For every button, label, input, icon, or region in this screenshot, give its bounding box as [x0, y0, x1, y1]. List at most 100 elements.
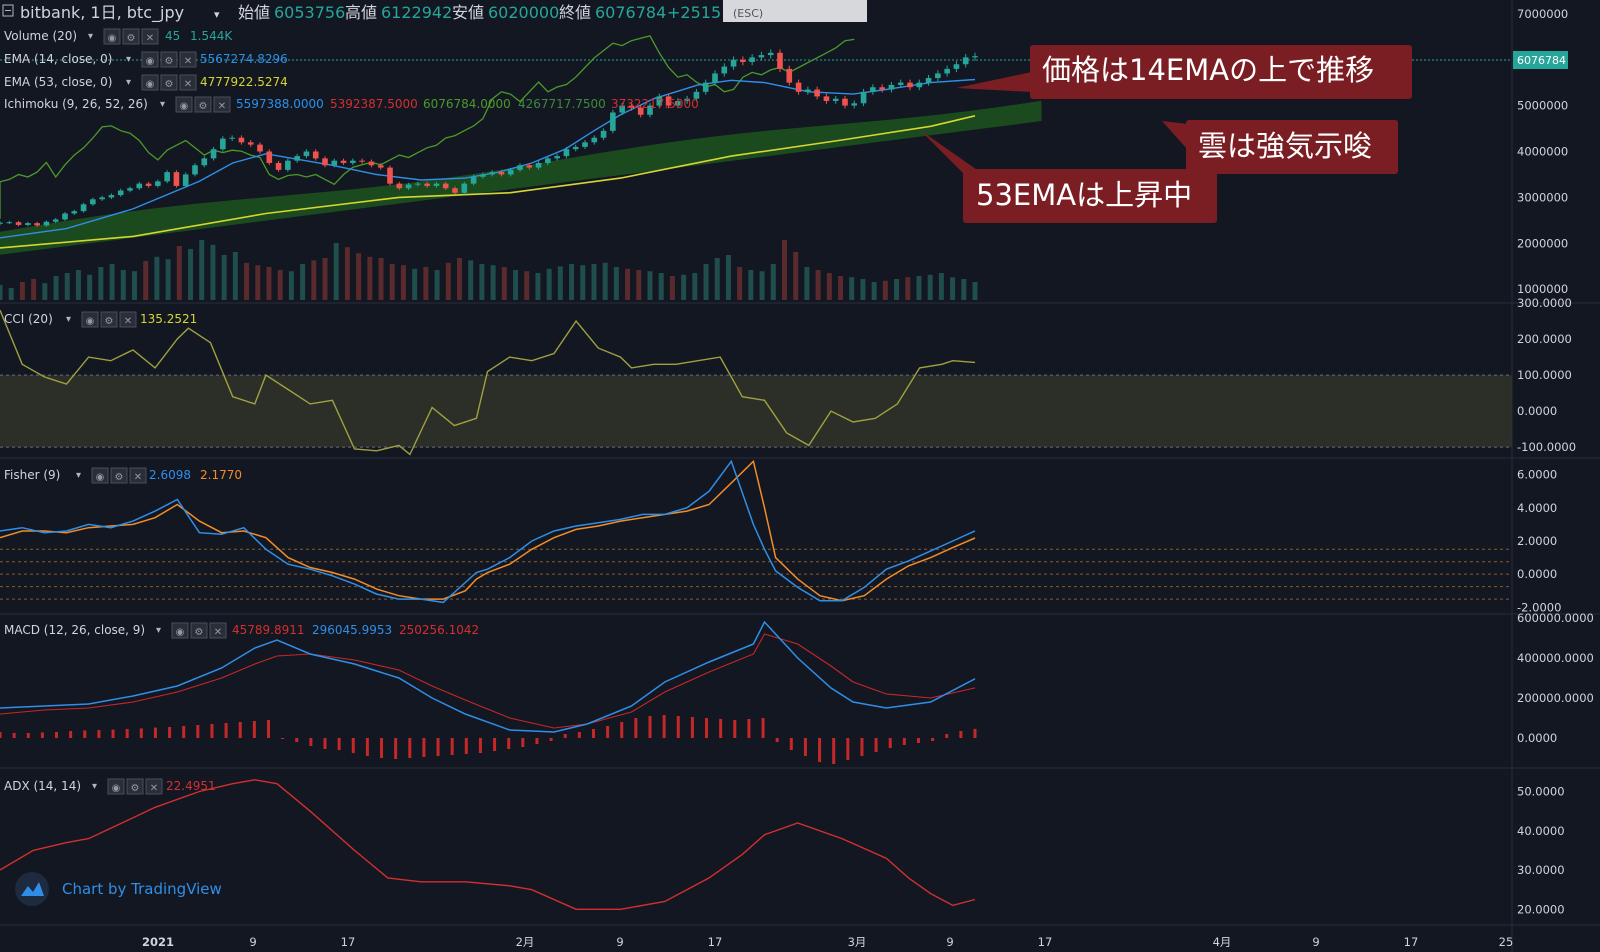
gear-icon[interactable]: [110, 467, 128, 484]
legend-dropdown-icon[interactable]: ▾: [160, 99, 165, 110]
cci-legend-name[interactable]: CCI (20): [4, 312, 53, 326]
axis-tick-label: 0.0000: [1517, 567, 1557, 581]
eye-icon[interactable]: [141, 74, 159, 91]
candle-body: [424, 183, 430, 186]
macd-histogram-bar: [450, 738, 454, 755]
volume-bars: [0, 240, 978, 300]
macd-legend-name[interactable]: MACD (12, 26, close, 9): [4, 623, 145, 637]
gear-icon[interactable]: [160, 51, 178, 68]
volume-bar: [8, 288, 14, 300]
eye-icon-glyph: ◉: [176, 627, 185, 638]
symbol-title[interactable]: bitbank, 1日, btc_jpy: [20, 3, 184, 23]
close-icon[interactable]: [179, 51, 197, 68]
volume-bar: [109, 264, 115, 300]
volume-bar: [557, 266, 563, 300]
close-icon[interactable]: [145, 778, 163, 795]
legend-dropdown-icon[interactable]: ▾: [88, 31, 93, 42]
axis-tick-label: 5000000: [1517, 99, 1568, 113]
eye-icon[interactable]: [175, 96, 193, 113]
gear-icon[interactable]: [160, 74, 178, 91]
collapse-icon[interactable]: [2, 4, 14, 17]
close-icon[interactable]: [179, 74, 197, 91]
ichimoku-legend-name[interactable]: Ichimoku (9, 26, 52, 26): [4, 97, 148, 111]
price-axis[interactable]: 7000000600000050000004000000300000020000…: [1517, 7, 1594, 917]
gear-icon[interactable]: [122, 28, 140, 45]
volume-bar: [849, 277, 855, 300]
fisher-pane[interactable]: [0, 459, 1512, 604]
eye-icon[interactable]: [141, 51, 159, 68]
adx-legend-name[interactable]: ADX (14, 14): [4, 779, 81, 793]
volume-bar: [389, 264, 395, 300]
eye-icon[interactable]: [81, 311, 99, 328]
volume-bar: [838, 276, 844, 300]
candle-body: [220, 138, 226, 150]
ichimoku-legend-v3: 6076784.0000: [423, 97, 511, 111]
candle-body: [953, 64, 960, 69]
candle-body: [619, 105, 625, 113]
legend-dropdown-icon[interactable]: ▾: [126, 54, 131, 65]
adx-pane[interactable]: [0, 779, 976, 910]
gear-icon[interactable]: [100, 311, 118, 328]
legend-dropdown-icon[interactable]: ▾: [66, 314, 71, 325]
eye-icon[interactable]: [171, 622, 189, 639]
fisher-levels: [0, 548, 1512, 600]
close-icon[interactable]: [209, 622, 227, 639]
symbol-dropdown-icon[interactable]: ▾: [214, 8, 220, 21]
close-icon[interactable]: [141, 28, 159, 45]
macd-histogram-bar: [266, 720, 270, 738]
volume-bar: [277, 270, 283, 300]
low-label: 安値: [452, 3, 484, 22]
candle-body: [628, 105, 635, 108]
candle-body: [572, 146, 579, 150]
gear-icon[interactable]: [190, 622, 208, 639]
ema53-legend-name[interactable]: EMA (53, close, 0): [4, 75, 112, 89]
macd-pane[interactable]: [0, 620, 977, 764]
fisher-slow-line: [0, 459, 976, 602]
macd-legend-v3: 250256.1042: [399, 623, 479, 637]
volume-bar: [770, 264, 776, 300]
indicator-legends: Volume (20) 45 1.544K EMA (14, close, 0)…: [4, 29, 699, 793]
candle-body: [90, 199, 96, 205]
price-pane[interactable]: [0, 35, 1512, 300]
legend-dropdown-icon[interactable]: ▾: [76, 470, 81, 481]
eye-icon[interactable]: [107, 778, 125, 795]
gear-icon-glyph: ⚙: [195, 627, 204, 638]
close-icon[interactable]: [119, 311, 137, 328]
candle-body: [127, 188, 133, 191]
macd-histogram-bar: [563, 734, 567, 738]
ema14-legend-name[interactable]: EMA (14, close, 0): [4, 52, 112, 66]
macd-histogram-bar: [111, 729, 115, 738]
cci-pane[interactable]: [0, 309, 1512, 456]
macd-histogram-bar: [648, 716, 652, 738]
fisher-legend-name[interactable]: Fisher (9): [4, 468, 60, 482]
volume-bar: [972, 282, 978, 300]
tradingview-watermark[interactable]: Chart by TradingView: [15, 872, 222, 906]
close-icon[interactable]: [129, 467, 147, 484]
eye-icon[interactable]: [103, 28, 121, 45]
volume-bar: [378, 258, 384, 300]
esc-hint-box[interactable]: [723, 0, 867, 22]
candle-body: [275, 162, 282, 170]
gear-icon[interactable]: [126, 778, 144, 795]
eye-icon[interactable]: [91, 467, 109, 484]
gear-icon[interactable]: [194, 96, 212, 113]
volume-bar: [927, 274, 933, 300]
legend-dropdown-icon[interactable]: ▾: [92, 781, 97, 792]
candle-body: [322, 158, 328, 166]
macd-histogram-bar: [860, 738, 864, 756]
annotation-1: 価格は14EMAの上で推移: [956, 45, 1412, 99]
legend-dropdown-icon[interactable]: ▾: [126, 77, 131, 88]
legend-dropdown-icon[interactable]: ▾: [156, 625, 161, 636]
volume-legend-name[interactable]: Volume (20): [4, 29, 77, 43]
close-label: 終値: [559, 3, 591, 22]
candle-body: [461, 183, 468, 193]
macd-line: [0, 620, 976, 733]
time-axis[interactable]: 2021 9 17 2月 9 17 3月 9 17 4月 9 17 25: [142, 935, 1513, 949]
volume-bar: [535, 273, 541, 300]
candle-body: [238, 137, 245, 143]
legend-icon-groups[interactable]: ▾ ◉ ⚙ ✕ ▾ ◉ ⚙ ✕ ▾ ◉ ⚙ ✕ ▾ ◉ ⚙ ✕ ▾ ◉ ⚙ ✕ ▾ ◉ ⚙ ✕ ▾ ◉ ⚙ ✕ ▾ ◉ ⚙ ✕: [66, 28, 231, 795]
candle-body: [350, 160, 356, 163]
macd-histogram-bar: [478, 738, 482, 753]
close-icon[interactable]: [213, 96, 231, 113]
